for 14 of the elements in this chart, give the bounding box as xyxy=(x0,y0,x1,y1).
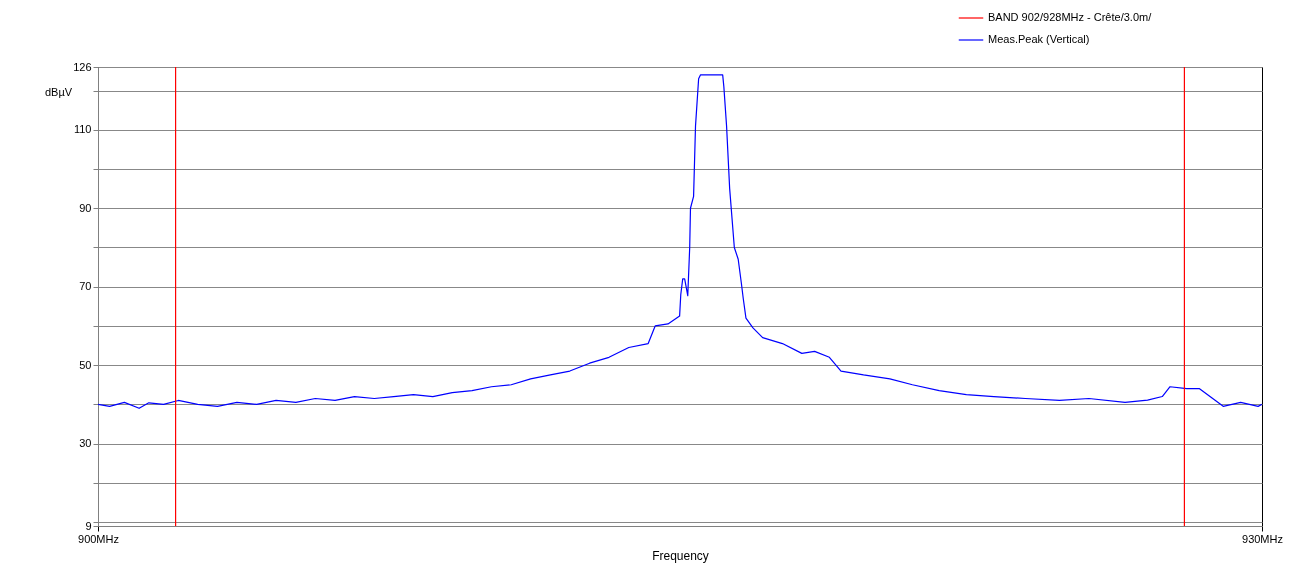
legend-label: BAND 902/928MHz - Crête/3.0m/ xyxy=(988,11,1153,23)
x-tick-label: 900MHz xyxy=(78,532,119,545)
y-axis-title: dBµV xyxy=(44,85,73,98)
y-tick-label: 90 xyxy=(79,201,92,214)
line-series xyxy=(98,74,1262,409)
y-tick-label: 126 xyxy=(73,60,92,73)
y-tick-label: 9 xyxy=(85,519,92,532)
y-tick-label: 30 xyxy=(79,437,92,450)
x-tick-label: 930MHz xyxy=(1242,532,1283,545)
y-tick-label: 70 xyxy=(79,280,92,293)
legend-label: Meas.Peak (Vertical) xyxy=(988,33,1090,45)
y-tick-label: 110 xyxy=(73,123,92,136)
x-axis-title: Frequency xyxy=(652,548,709,563)
y-tick-label: 50 xyxy=(79,358,92,371)
